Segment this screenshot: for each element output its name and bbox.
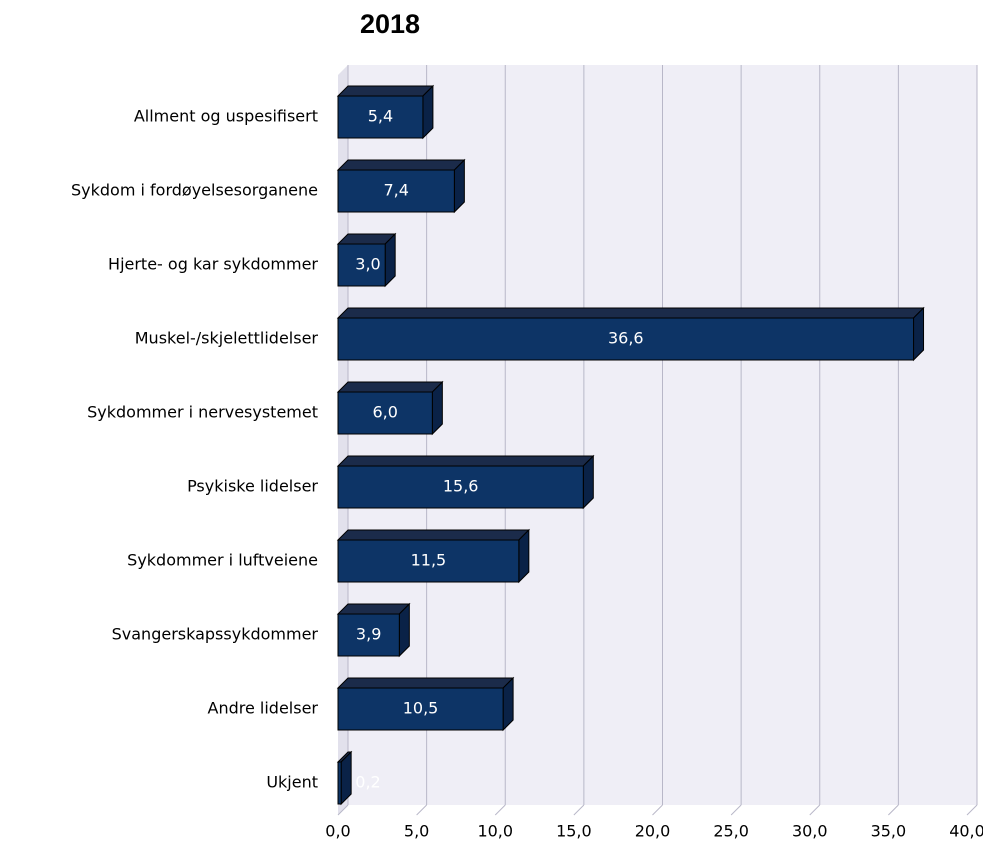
bar-top — [336, 677, 515, 689]
bar — [337, 243, 386, 287]
value-label: 7,4 — [383, 181, 408, 200]
chart-title: 2018 — [360, 9, 420, 39]
bar-top — [336, 307, 925, 319]
floor-line — [337, 804, 349, 816]
value-label: 3,9 — [356, 625, 381, 644]
x-tick-label: 0,0 — [325, 822, 350, 841]
bar-side — [582, 454, 594, 510]
bar-side — [502, 676, 514, 732]
bar-top — [336, 455, 595, 467]
bar — [337, 613, 400, 657]
y-tick-label: Allment og uspesifisert — [134, 107, 318, 126]
floor-line — [652, 804, 663, 816]
value-label: 3,0 — [355, 255, 380, 274]
floor-line — [573, 804, 585, 816]
y-tick-label: Hjerte- og kar sykdommer — [108, 255, 318, 274]
value-label: 5,4 — [368, 107, 393, 126]
bar-side — [422, 84, 434, 140]
bar — [337, 169, 455, 213]
y-tick-label: Ukjent — [266, 773, 318, 792]
y-tick-label: Psykiske lidelser — [187, 477, 318, 496]
bar-top — [336, 159, 466, 171]
value-label: 6,0 — [372, 403, 397, 422]
floor-line — [416, 804, 427, 816]
bar-side — [431, 380, 443, 436]
bar — [337, 761, 342, 805]
x-tick-label: 25,0 — [713, 822, 749, 841]
x-tick-label: 20,0 — [635, 822, 671, 841]
x-tick-label: 35,0 — [871, 822, 907, 841]
value-label: 15,6 — [443, 477, 479, 496]
x-tick-label: 15,0 — [556, 822, 592, 841]
floor-line — [809, 804, 821, 816]
floor-line — [888, 804, 899, 816]
y-tick-label: Sykdommer i luftveiene — [127, 551, 318, 570]
bar-top — [336, 529, 531, 541]
floor-line — [966, 804, 978, 816]
x-tick-label: 5,0 — [404, 822, 429, 841]
x-tick-label: 40,0 — [949, 822, 983, 841]
bar — [337, 465, 584, 509]
bar-top — [336, 603, 411, 615]
bar-side — [453, 158, 465, 214]
bar-side — [913, 306, 925, 362]
y-tick-label: Svangerskapssykdommer — [112, 625, 319, 644]
floor-line — [730, 804, 742, 816]
x-tick-label: 30,0 — [792, 822, 828, 841]
bar-top — [336, 85, 435, 97]
bar-side — [340, 750, 352, 806]
bar — [337, 317, 915, 361]
bar — [337, 391, 433, 435]
value-label: 0,2 — [355, 773, 380, 792]
bar — [337, 95, 424, 139]
x-tick-label: 10,0 — [477, 822, 513, 841]
bar-top — [336, 381, 444, 393]
value-label: 10,5 — [403, 699, 439, 718]
y-tick-label: Sykdom i fordøyelsesorganene — [71, 181, 318, 200]
y-tick-label: Sykdommer i nervesystemet — [87, 403, 318, 422]
floor-line — [494, 804, 506, 816]
bar-side — [384, 232, 396, 288]
y-tick-label: Andre lidelser — [208, 699, 319, 718]
y-tick-label: Muskel-/skjelettlidelser — [135, 329, 319, 348]
bar-side — [398, 602, 410, 658]
bar-side — [518, 528, 530, 584]
bar — [337, 687, 504, 731]
bar — [337, 539, 520, 583]
value-label: 11,5 — [411, 551, 447, 570]
value-label: 36,6 — [608, 329, 644, 348]
